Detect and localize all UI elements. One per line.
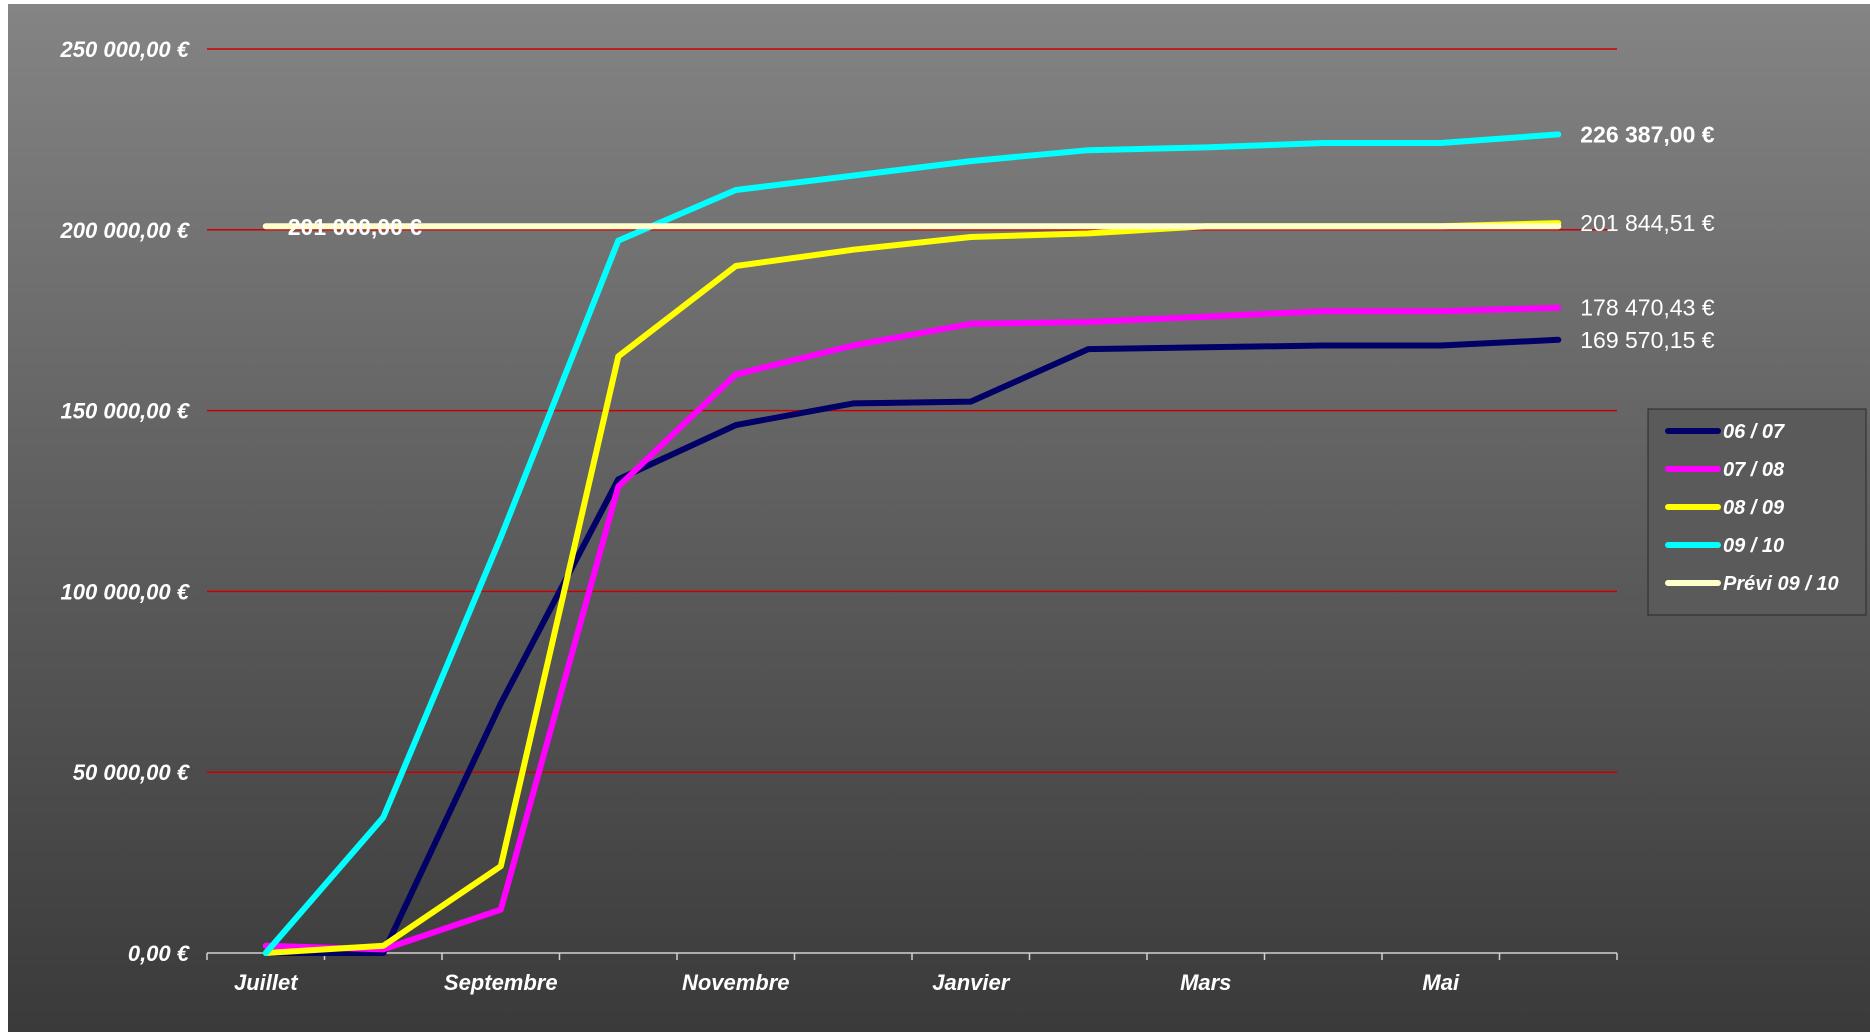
legend: 06 / 07 07 / 08 08 / 09 09 / 10 Prévi 09 / 1… <box>1647 408 1867 616</box>
series-lines <box>262 131 1562 956</box>
series-line-1 <box>262 304 1562 953</box>
end-value-label: 226 387,00 € <box>1580 121 1715 147</box>
chart-area: 0,00 € 50 000,00 € 100 000,00 € 150 000,00 … <box>8 4 1870 1032</box>
y-tick-label: 100 000,00 € <box>61 579 191 604</box>
y-tick-label: 200 000,00 € <box>60 218 191 243</box>
legend-label: 08 / 09 <box>1723 497 1785 519</box>
x-tick-label: Mars <box>1180 970 1231 995</box>
end-value-label: 169 570,15 € <box>1580 327 1715 353</box>
y-tick-label: 0,00 € <box>128 941 191 966</box>
line-chart: 0,00 € 50 000,00 € 100 000,00 € 150 000,00 … <box>60 37 1867 995</box>
legend-label: Prévi 09 / 10 <box>1723 573 1839 595</box>
x-tick-label: Juillet <box>234 970 299 995</box>
gridlines <box>207 48 1617 773</box>
legend-label: 07 / 08 <box>1723 459 1785 481</box>
y-tick-label: 250 000,00 € <box>60 37 191 62</box>
x-tick-label: Septembre <box>444 970 558 995</box>
legend-label: 09 / 10 <box>1723 535 1784 557</box>
x-tick-label: Mai <box>1422 970 1460 995</box>
axes: 0,00 € 50 000,00 € 100 000,00 € 150 000,00 … <box>60 37 1618 995</box>
y-tick-label: 150 000,00 € <box>61 399 191 424</box>
data-labels: 169 570,15 € 178 470,43 € 201 844,51 € 226 … <box>288 121 1715 352</box>
x-tick-label: Janvier <box>932 970 1010 995</box>
series-line-3 <box>262 131 1562 956</box>
legend-label: 06 / 07 <box>1723 421 1785 443</box>
y-tick-label: 50 000,00 € <box>73 760 191 785</box>
end-value-label: 201 844,51 € <box>1580 210 1715 236</box>
x-tick-label: Novembre <box>682 970 790 995</box>
end-value-label: 178 470,43 € <box>1580 295 1715 321</box>
forecast-value-label: 201 000,00 € <box>288 214 423 240</box>
series-line-0 <box>262 336 1562 956</box>
